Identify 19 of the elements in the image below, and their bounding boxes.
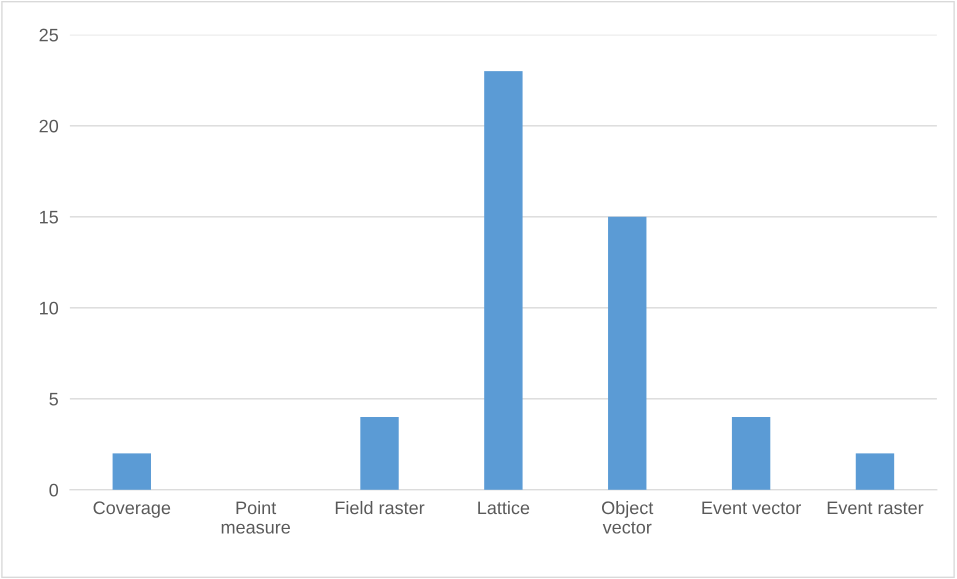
bar xyxy=(856,453,894,490)
x-tick-label: Object vector xyxy=(602,500,654,534)
bar xyxy=(608,216,646,490)
x-tick-label: Point measure xyxy=(222,500,290,534)
bar xyxy=(360,417,399,490)
bar xyxy=(112,453,151,490)
x-tick-label: Lattice xyxy=(478,500,530,514)
bar xyxy=(732,417,770,490)
y-tick-label: 25 xyxy=(40,28,58,42)
y-tick-label: 0 xyxy=(49,484,58,497)
x-tick-label: Coverage xyxy=(94,501,170,518)
y-tick-label: 15 xyxy=(40,210,58,224)
bar xyxy=(484,71,523,490)
x-tick-label: Field raster xyxy=(336,500,424,514)
x-tick-label: Event raster xyxy=(828,502,924,514)
y-tick-label: 20 xyxy=(40,120,58,132)
x-tick-label: Event vector xyxy=(702,502,801,514)
y-tick-label: 10 xyxy=(40,302,58,315)
y-tick-label: 5 xyxy=(49,392,58,406)
